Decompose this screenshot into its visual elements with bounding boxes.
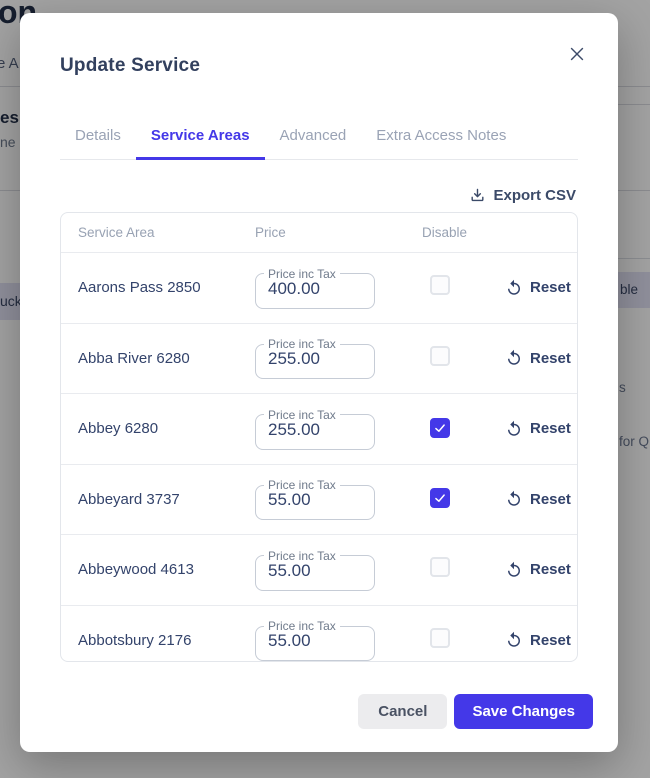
background-subheading-fragment: es xyxy=(0,108,19,127)
download-icon xyxy=(471,188,485,202)
service-area-name: Abbotsbury 2176 xyxy=(78,631,192,649)
disable-checkbox[interactable] xyxy=(430,345,450,366)
export-csv-button[interactable]: Export CSV xyxy=(467,183,578,208)
disable-checkbox[interactable] xyxy=(430,488,450,509)
background-subtext-fragment: ne xyxy=(0,134,16,150)
price-field: Price inc Tax xyxy=(255,478,375,521)
background-text-fragment: s xyxy=(619,380,626,395)
reset-label: Reset xyxy=(530,420,571,438)
service-area-row: Abbeywood 4613 Price inc Tax Reset xyxy=(61,535,577,606)
reset-button[interactable]: Reset xyxy=(505,279,571,297)
table-body[interactable]: Aarons Pass 2850 Price inc Tax Reset Abb… xyxy=(61,253,577,661)
reset-icon xyxy=(508,420,520,436)
export-csv-label: Export CSV xyxy=(493,187,576,204)
modal-title: Update Service xyxy=(60,55,201,76)
background-link-fragment: e A xyxy=(0,55,19,72)
price-field: Price inc Tax xyxy=(255,548,375,591)
cancel-button[interactable]: Cancel xyxy=(358,694,448,729)
disable-checkbox[interactable] xyxy=(430,417,450,438)
disable-checkbox[interactable] xyxy=(430,557,450,578)
reset-button[interactable]: Reset xyxy=(505,349,571,367)
service-areas-table: Service Area Price Disable Aarons Pass 2… xyxy=(60,212,578,662)
price-input[interactable] xyxy=(256,278,360,308)
tab[interactable]: Extra Access Notes xyxy=(361,115,521,160)
service-area-row: Abbeyard 3737 Price inc Tax Reset xyxy=(61,465,577,535)
background-text-fragment: for Q xyxy=(619,434,650,449)
column-header-price: Price xyxy=(255,225,286,240)
price-field: Price inc Tax xyxy=(255,266,375,309)
save-changes-button[interactable]: Save Changes xyxy=(454,694,593,729)
tab-label: Advanced xyxy=(279,127,347,144)
tab[interactable]: Service Areas xyxy=(135,115,265,160)
price-field-label: Price inc Tax xyxy=(268,407,336,422)
service-area-name: Abbeyard 3737 xyxy=(78,490,180,508)
price-input[interactable] xyxy=(256,490,360,520)
close-button[interactable] xyxy=(564,41,590,67)
price-field-label: Price inc Tax xyxy=(268,266,336,281)
check-icon xyxy=(435,424,445,432)
service-area-row: Abbotsbury 2176 Price inc Tax Reset xyxy=(61,606,577,661)
price-input[interactable] xyxy=(256,349,360,379)
reset-icon xyxy=(508,279,520,295)
reset-button[interactable]: Reset xyxy=(505,631,571,649)
price-input[interactable] xyxy=(256,560,360,590)
table-header-row: Service Area Price Disable xyxy=(61,213,577,253)
price-field-label: Price inc Tax xyxy=(268,337,336,352)
check-icon xyxy=(435,494,445,503)
service-area-row: Abba River 6280 Price inc Tax Reset xyxy=(61,324,577,394)
reset-icon xyxy=(508,350,520,365)
tab[interactable]: Advanced xyxy=(265,115,362,160)
service-area-name: Aarons Pass 2850 xyxy=(78,279,201,297)
tab-label: Details xyxy=(75,127,121,144)
export-row: Export CSV xyxy=(60,183,578,208)
background-badge-fragment: ble w xyxy=(618,272,650,308)
update-service-modal: Update Service Details Service Areas Adv… xyxy=(20,13,618,752)
reset-icon xyxy=(508,491,520,506)
tab-label: Extra Access Notes xyxy=(376,127,507,144)
price-input[interactable] xyxy=(256,631,360,661)
reset-icon xyxy=(508,561,520,577)
disable-checkbox[interactable] xyxy=(430,627,450,648)
price-field-label: Price inc Tax xyxy=(268,548,336,563)
price-field: Price inc Tax xyxy=(255,337,375,380)
background-divider xyxy=(600,104,650,105)
column-header-disable: Disable xyxy=(422,225,468,240)
service-area-row: Abbey 6280 Price inc Tax Reset xyxy=(61,394,577,465)
reset-button[interactable]: Reset xyxy=(505,420,571,438)
disable-checkbox[interactable] xyxy=(430,275,450,296)
price-field: Price inc Tax xyxy=(255,407,375,450)
reset-label: Reset xyxy=(530,279,571,297)
close-icon xyxy=(570,47,584,61)
modal-footer: Cancel Save Changes xyxy=(358,694,593,729)
service-area-name: Abbeywood 4613 xyxy=(78,561,194,579)
column-header-service-area: Service Area xyxy=(78,225,155,240)
background-divider xyxy=(600,258,650,259)
reset-label: Reset xyxy=(530,490,571,508)
service-area-name: Abbey 6280 xyxy=(78,420,159,438)
price-input[interactable] xyxy=(256,419,360,449)
reset-button[interactable]: Reset xyxy=(505,561,571,579)
reset-label: Reset xyxy=(530,631,571,649)
tab-label: Service Areas xyxy=(150,127,250,144)
reset-label: Reset xyxy=(530,349,571,367)
price-field: Price inc Tax xyxy=(255,619,375,661)
price-field-label: Price inc Tax xyxy=(268,478,336,493)
reset-icon xyxy=(508,632,520,647)
tab[interactable]: Details xyxy=(60,115,136,160)
reset-button[interactable]: Reset xyxy=(505,490,571,508)
price-field-label: Price inc Tax xyxy=(268,619,336,634)
service-area-row: Aarons Pass 2850 Price inc Tax Reset xyxy=(61,253,577,324)
reset-label: Reset xyxy=(530,561,571,579)
service-area-name: Abba River 6280 xyxy=(78,349,190,367)
tab-bar: Details Service Areas Advanced Extra Acc… xyxy=(60,115,578,160)
